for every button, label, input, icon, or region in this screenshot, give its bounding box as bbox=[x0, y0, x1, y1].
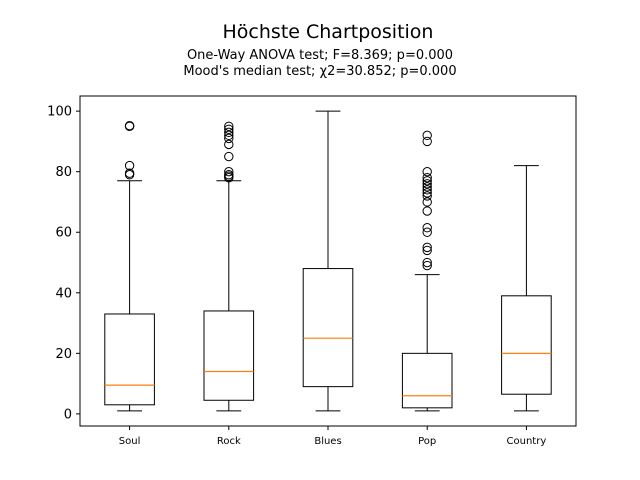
outlier-point bbox=[422, 191, 432, 201]
outlier-point bbox=[422, 197, 432, 207]
outlier-point bbox=[224, 133, 234, 144]
iqr-box bbox=[401, 352, 453, 409]
outlier-point bbox=[422, 173, 432, 183]
outlier-point bbox=[422, 179, 432, 189]
outlier-point bbox=[224, 124, 234, 135]
chart-subtitle-mood: Mood's median test; χ2=30.852; p=0.000 bbox=[183, 64, 456, 79]
x-tick-label: Country bbox=[507, 436, 547, 447]
outlier-point bbox=[422, 130, 432, 141]
outlier-point bbox=[224, 151, 234, 162]
outlier-point bbox=[224, 166, 234, 177]
x-tick-label: Pop bbox=[418, 436, 436, 447]
plot-content: 0 20 40 60 80 100 Soul Rock Blues Pop Country bbox=[47, 105, 552, 447]
y-tick-label: 80 bbox=[55, 165, 72, 180]
outlier-point bbox=[422, 206, 432, 216]
outlier-point bbox=[422, 242, 432, 253]
y-tick-label: 0 bbox=[64, 407, 72, 422]
iqr-box bbox=[302, 268, 354, 388]
outlier-point bbox=[422, 166, 432, 177]
outlier-point bbox=[422, 136, 432, 147]
outlier-point bbox=[422, 245, 432, 256]
outlier-point bbox=[124, 160, 135, 171]
iqr-box bbox=[203, 310, 255, 401]
chart-subtitle-anova: One-Way ANOVA test; F=8.369; p=0.000 bbox=[187, 48, 453, 63]
y-tick-label: 40 bbox=[55, 286, 72, 301]
outlier-point bbox=[422, 176, 432, 186]
y-tick-label: 20 bbox=[55, 347, 72, 362]
outlier-point bbox=[224, 170, 234, 180]
chart-title: Höchste Chartposition bbox=[223, 21, 434, 43]
y-tick-label: 60 bbox=[55, 226, 72, 241]
outlier-point bbox=[422, 188, 432, 198]
iqr-box bbox=[501, 295, 552, 395]
outlier-point bbox=[422, 182, 432, 192]
outlier-point bbox=[224, 139, 234, 150]
outlier-point bbox=[422, 257, 432, 268]
outlier-point bbox=[124, 120, 135, 131]
outlier-point bbox=[422, 260, 432, 271]
outlier-point bbox=[224, 130, 234, 141]
x-tick-label: Soul bbox=[119, 436, 141, 447]
x-tick-label: Blues bbox=[314, 436, 341, 447]
y-tick-label: 100 bbox=[47, 105, 72, 120]
outlier-point bbox=[224, 121, 234, 131]
outlier-point bbox=[422, 185, 432, 195]
outlier-point bbox=[422, 227, 432, 237]
iqr-box bbox=[104, 313, 155, 406]
x-tick-label: Rock bbox=[217, 436, 241, 447]
outlier-point bbox=[124, 168, 135, 178]
outlier-point bbox=[224, 127, 234, 138]
outlier-point bbox=[422, 222, 432, 233]
